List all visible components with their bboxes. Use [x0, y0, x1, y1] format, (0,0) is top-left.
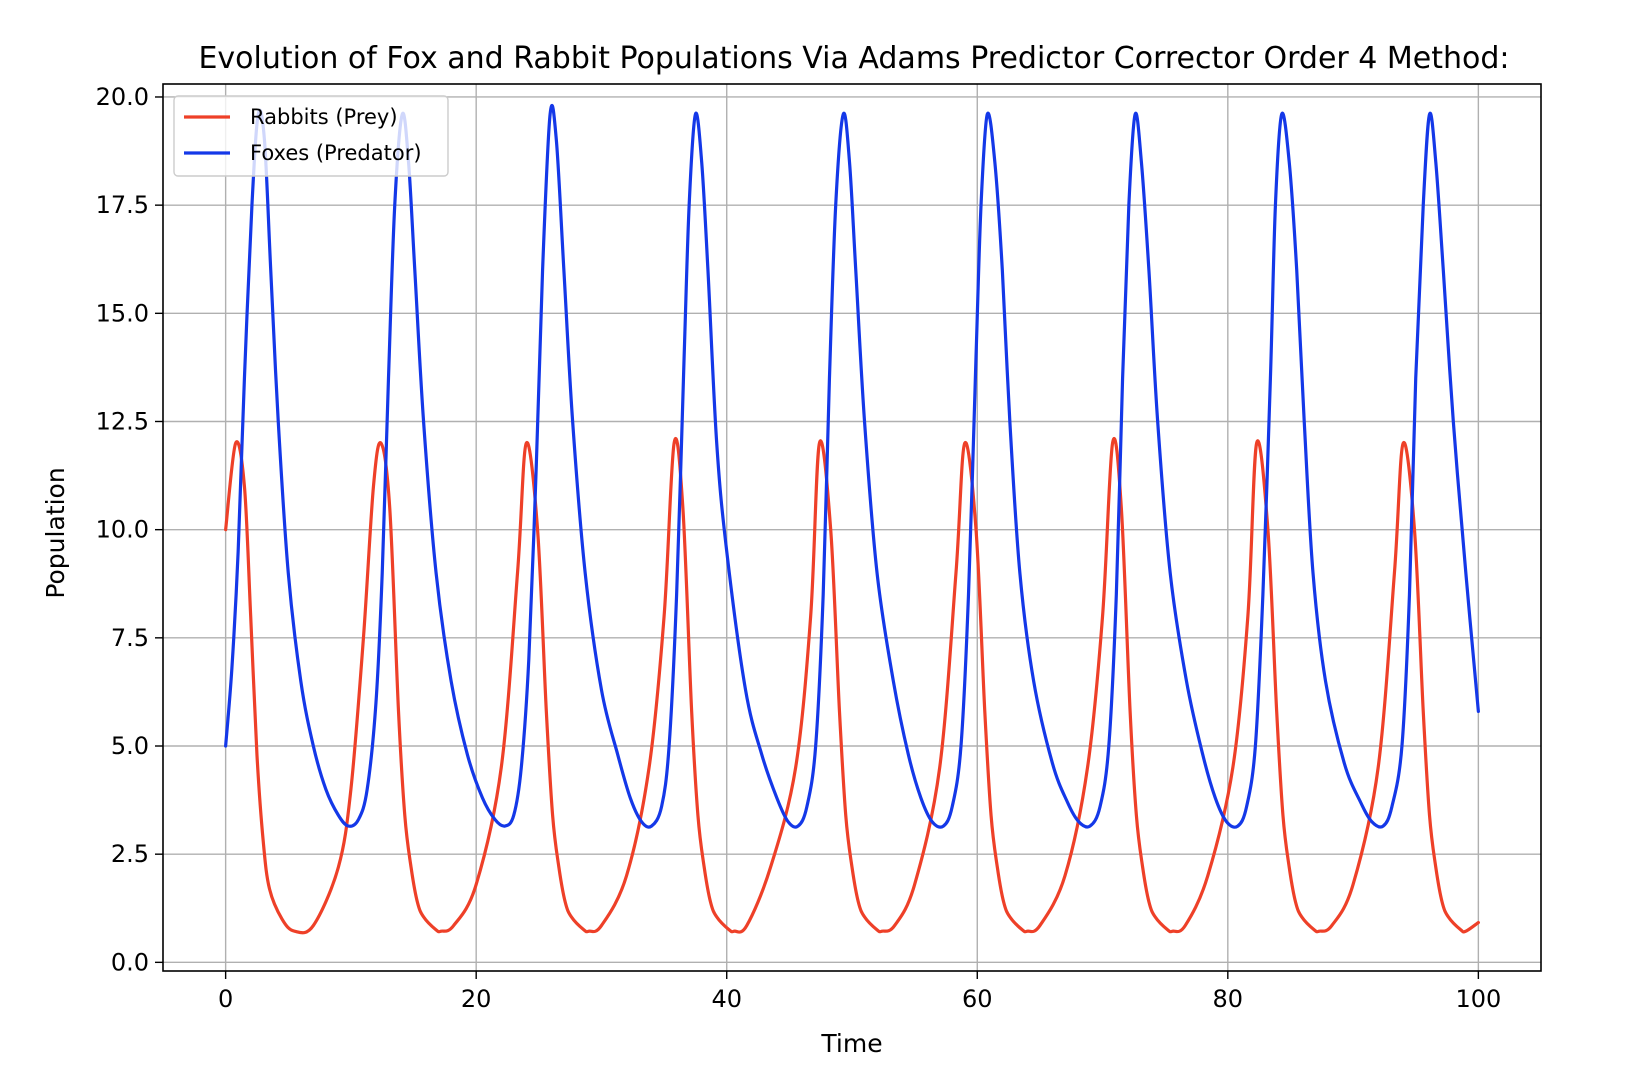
y-tick-label: 15.0: [96, 299, 149, 327]
x-tick-label: 0: [218, 985, 233, 1013]
x-axis: 0 20 40 60 80 100: [218, 971, 1501, 1013]
y-tick-label: 12.5: [96, 407, 149, 435]
x-tick-label: 100: [1455, 985, 1501, 1013]
x-tick-label: 60: [962, 985, 993, 1013]
plot-frame: [162, 83, 1542, 972]
y-tick-label: 2.5: [111, 840, 149, 868]
legend-label: Rabbits (Prey): [250, 105, 398, 129]
series-line-rabbits-prey: [224, 436, 1480, 935]
x-tick-label: 40: [711, 985, 742, 1013]
x-axis-label: Time: [820, 1029, 882, 1058]
legend-box: [173, 95, 449, 177]
y-axis: 0.0 2.5 5.0 7.5 10.0 12.5 15.0 17.5 20.0: [96, 83, 163, 976]
y-tick-label: 7.5: [111, 624, 149, 652]
legend: Rabbits (Prey) Foxes (Predator): [173, 95, 449, 177]
x-tick-label: 80: [1213, 985, 1244, 1013]
y-tick-label: 10.0: [96, 516, 149, 544]
y-tick-label: 0.0: [111, 948, 149, 976]
x-tick-label: 20: [461, 985, 492, 1013]
y-tick-label: 20.0: [96, 83, 149, 111]
y-tick-label: 17.5: [96, 191, 149, 219]
y-tick-label: 5.0: [111, 732, 149, 760]
y-axis-label: Population: [41, 467, 70, 598]
chart-title: Evolution of Fox and Rabbit Populations …: [198, 41, 1509, 76]
legend-label: Foxes (Predator): [250, 141, 422, 165]
